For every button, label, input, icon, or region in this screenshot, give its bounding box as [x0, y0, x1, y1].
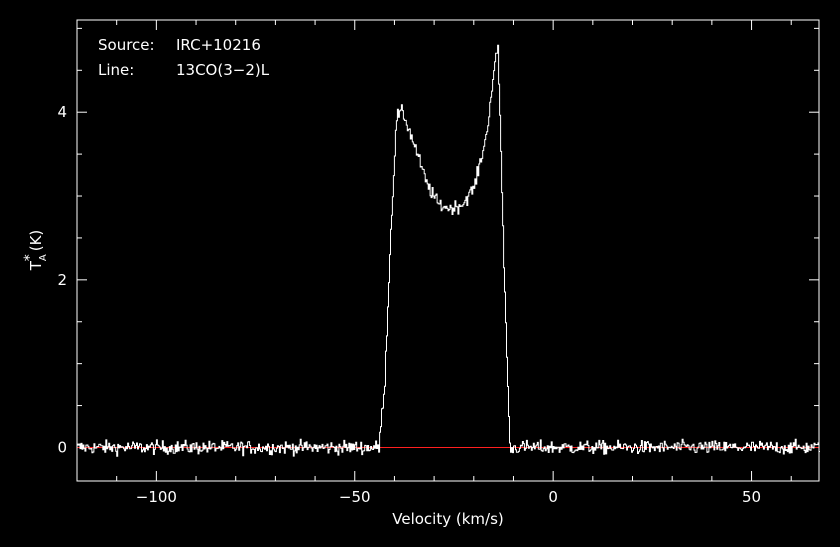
y-tick-label: 2	[57, 271, 67, 289]
x-tick-label: 0	[548, 488, 558, 506]
source-value: IRC+10216	[176, 36, 261, 54]
y-axis-label-sub: A	[38, 254, 49, 261]
y-axis-label: TA* (K)	[22, 230, 49, 272]
y-tick-label: 4	[57, 103, 67, 121]
source-label: Source:	[98, 36, 155, 54]
line-value: 13CO(3−2)L	[176, 61, 270, 79]
y-tick-labels: 0 2 4	[57, 103, 67, 456]
x-tick-label: −100	[136, 488, 177, 506]
y-axis-label-main: T	[27, 260, 45, 271]
plot-frame	[76, 19, 820, 482]
spectrum-line	[77, 44, 820, 457]
svg-text:TA*(K): TA* (K)	[22, 230, 49, 272]
x-tick-label: −50	[339, 488, 371, 506]
line-label: Line:	[98, 61, 134, 79]
y-axis-label-unit: (K)	[27, 230, 45, 252]
y-tick-label: 0	[57, 438, 67, 456]
x-axis-label: Velocity (km/s)	[392, 510, 503, 528]
y-axis-label-sup: *	[22, 254, 38, 261]
x-tick-label: 50	[742, 488, 761, 506]
x-tick-labels: −100 −50 0 50	[136, 488, 761, 506]
